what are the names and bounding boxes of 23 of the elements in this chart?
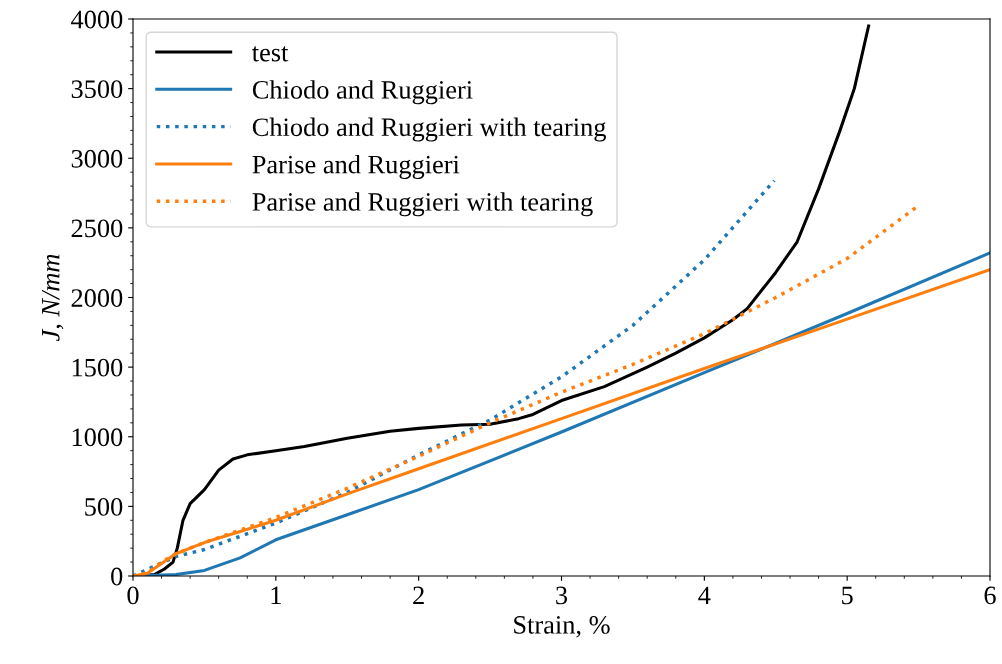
y-tick-label: 0 <box>111 567 123 586</box>
y-axis-title: J, N/mm <box>41 254 64 342</box>
y-tick-label: 1000 <box>72 428 123 447</box>
legend-label: Chiodo and Ruggieri <box>252 80 473 105</box>
legend-label: Parise and Ruggieri with tearing <box>252 192 593 217</box>
y-tick-label: 500 <box>85 497 123 516</box>
y-tick-label: 4000 <box>71 10 123 29</box>
legend-label: Chiodo and Ruggieri with tearing <box>252 117 606 142</box>
x-tick-label: 5 <box>842 586 853 605</box>
y-tick-label: 2000 <box>71 289 123 307</box>
x-tick-label: 0 <box>127 586 139 605</box>
x-tick-label: 2 <box>413 586 424 605</box>
x-tick-label: 4 <box>698 586 711 605</box>
y-tick-label: 2500 <box>71 219 123 238</box>
x-axis-title: Strain, % <box>514 615 610 638</box>
y-tick-label: 1500 <box>72 358 123 377</box>
x-tick-label: 1 <box>271 586 281 605</box>
x-tick-label: 6 <box>984 586 996 605</box>
y-tick-label: 3000 <box>71 149 123 168</box>
x-tick-label: 3 <box>556 586 568 605</box>
legend-label: Parise and Ruggieri <box>252 154 460 179</box>
legend-label: test <box>252 46 289 62</box>
y-tick-label: 3500 <box>71 80 123 99</box>
